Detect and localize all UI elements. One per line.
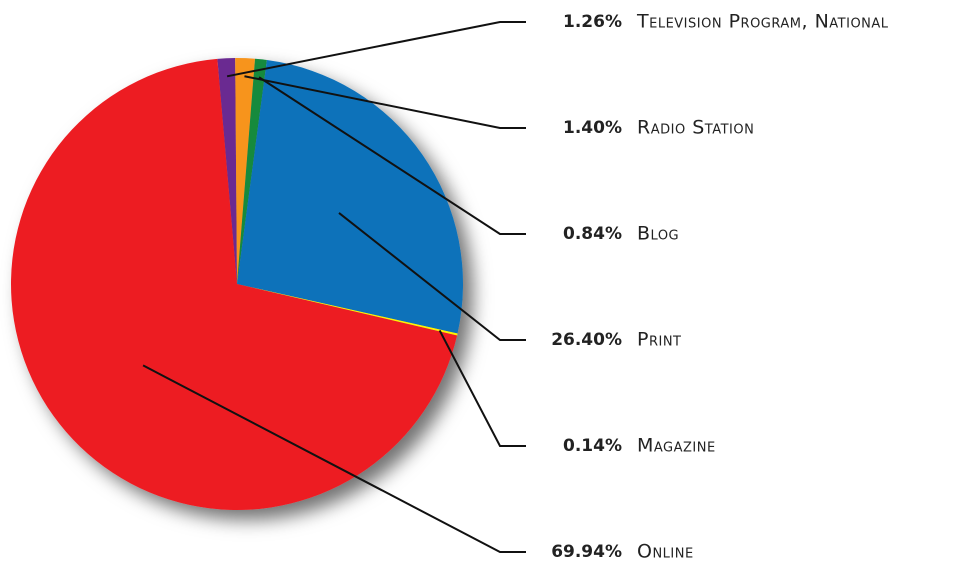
pie-slice <box>217 58 237 284</box>
leader-line <box>244 75 526 129</box>
data-label: 1.40% <box>563 118 622 138</box>
category-label: Print <box>637 329 682 351</box>
leader-line <box>258 76 526 235</box>
leader-line <box>338 212 526 341</box>
leader-line <box>226 21 526 78</box>
leader-line <box>438 330 526 447</box>
data-label: 0.14% <box>563 436 622 456</box>
data-label: 0.84% <box>563 224 622 244</box>
category-label: Radio Station <box>637 117 754 139</box>
category-label: Magazine <box>637 435 716 457</box>
data-label: 69.94% <box>551 542 622 562</box>
pie-slice <box>237 284 458 336</box>
data-label: 1.26% <box>563 12 622 32</box>
category-label: Television Program, National <box>636 11 889 33</box>
category-label: Online <box>637 541 694 563</box>
data-label: 26.40% <box>551 330 622 350</box>
leader-line <box>142 364 526 553</box>
pie <box>10 57 464 511</box>
category-label: Blog <box>637 223 679 245</box>
pie-slice <box>237 58 267 284</box>
pie-slice <box>235 57 256 284</box>
pie-slice <box>10 58 458 511</box>
